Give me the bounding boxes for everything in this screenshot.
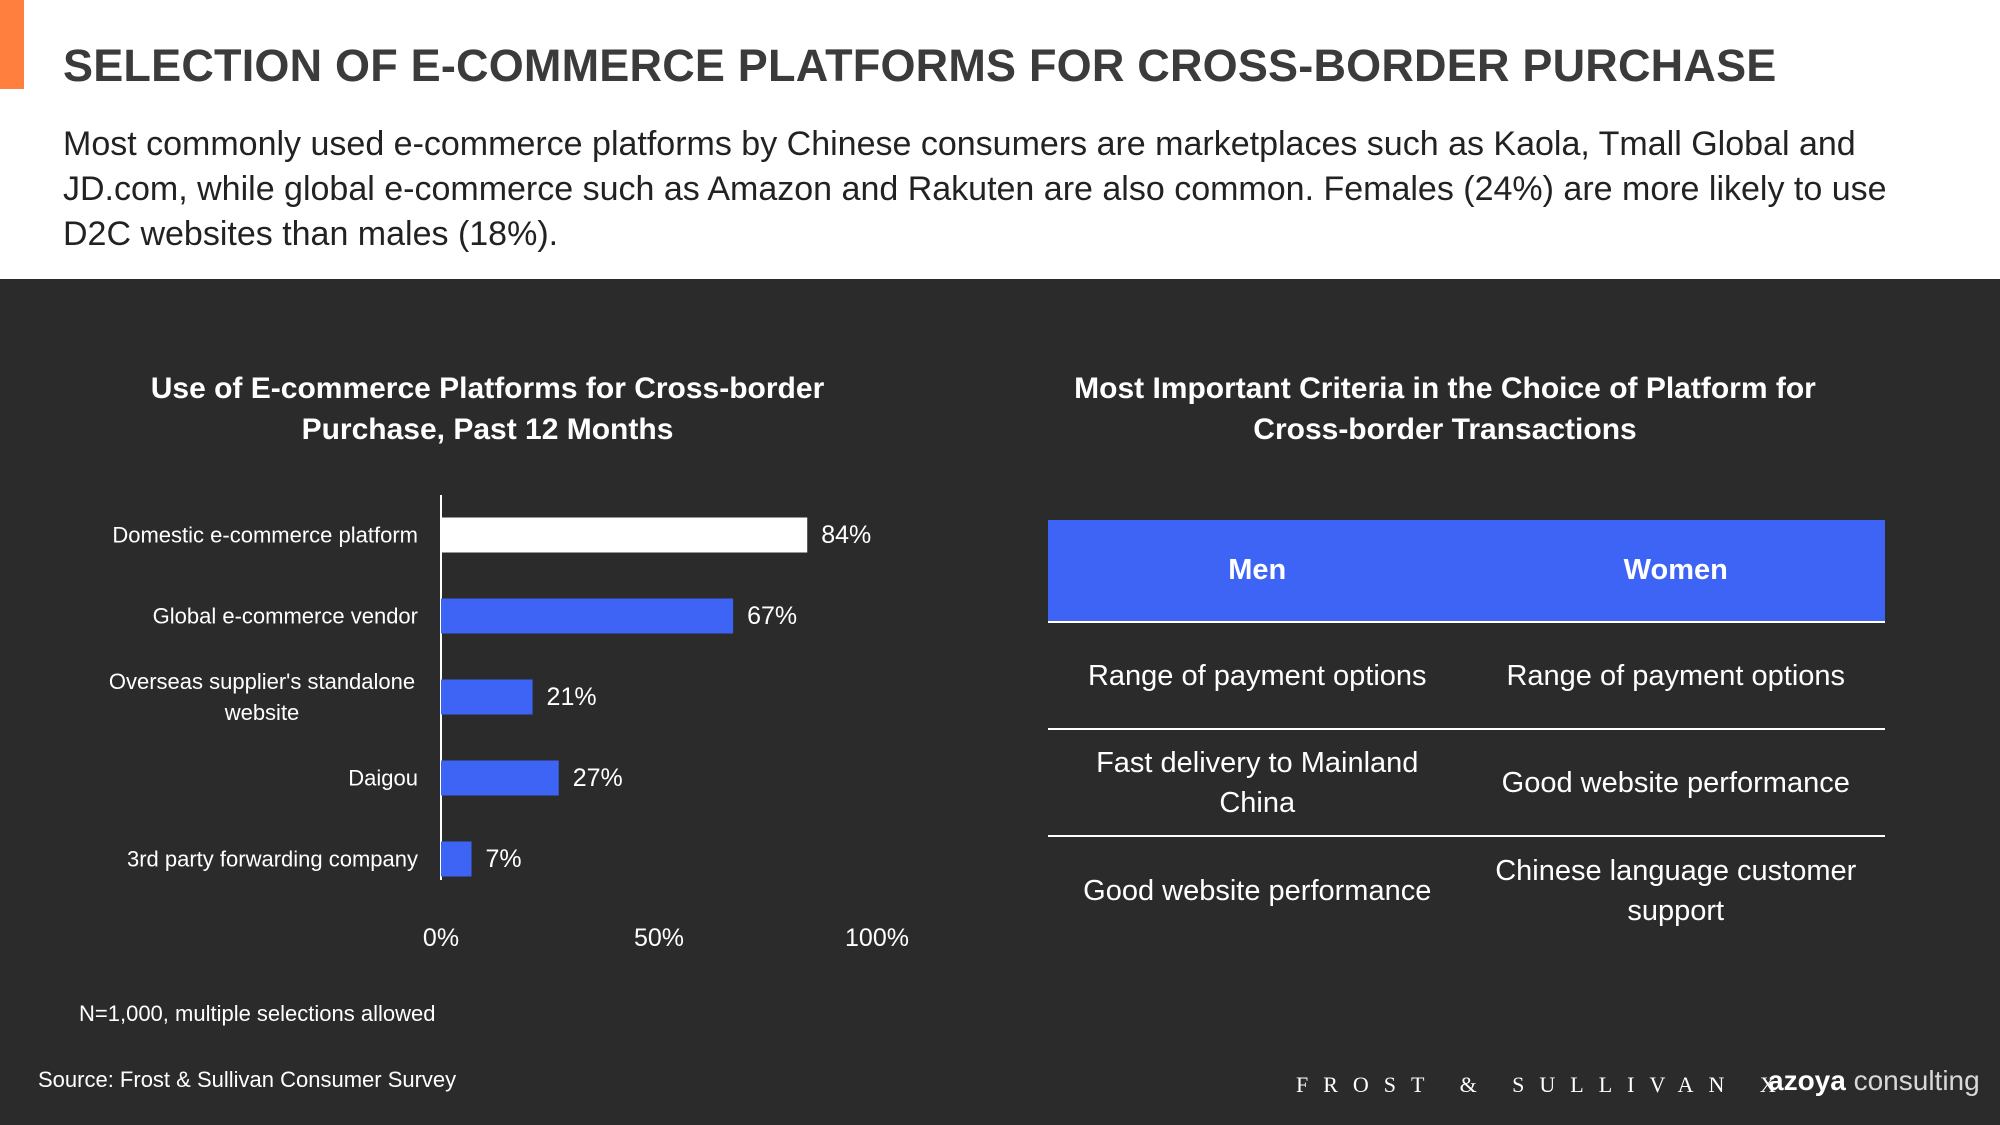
data-label: 27%: [573, 764, 623, 792]
table-title: Most Important Criteria in the Choice of…: [1074, 372, 1816, 446]
bar-chart: 84% Domestic e-commerce platform 67% Global…: [109, 495, 909, 952]
azoya-logo-suffix: consulting: [1845, 1065, 1980, 1096]
table-row: Good website performance Chinese languag…: [1048, 837, 1885, 944]
source-note: Source: Frost & Sullivan Consumer Survey: [38, 1067, 457, 1092]
bar: [441, 679, 533, 715]
criteria-table: Men Women Range of payment options Range…: [1048, 520, 1885, 944]
data-label: 84%: [821, 521, 871, 549]
table-cell-women: Range of payment options: [1506, 659, 1846, 692]
azoya-consulting-logo: azoya consulting: [1768, 1065, 1980, 1097]
page-title: SELECTION OF E-COMMERCE PLATFORMS FOR CR…: [63, 40, 1777, 91]
table-cell-men: Range of payment options: [1087, 659, 1427, 692]
x-tick-label: 100%: [845, 924, 909, 952]
category-label: Daigou: [348, 766, 418, 791]
x-tick-label: 0%: [423, 924, 459, 952]
table-cell-women: Chinese language customer support: [1495, 854, 1857, 927]
bar: [441, 517, 808, 553]
intro-paragraph: Most commonly used e-commerce platforms …: [63, 125, 1887, 253]
table-cell-women: Good website performance: [1501, 766, 1850, 799]
column-header-men: Men: [1228, 554, 1287, 586]
title-accent-bar: [0, 0, 24, 89]
bar: [441, 760, 559, 796]
bar: [441, 841, 472, 877]
category-label: Overseas supplier's standalone website: [109, 669, 415, 725]
x-tick-label: 50%: [634, 924, 684, 952]
data-label: 67%: [747, 602, 797, 630]
category-label: Domestic e-commerce platform: [112, 523, 418, 548]
data-label: 21%: [547, 683, 597, 711]
category-label: 3rd party forwarding company: [127, 847, 418, 872]
category-label: Global e-commerce vendor: [153, 604, 418, 629]
chart-title: Use of E-commerce Platforms for Cross-bo…: [150, 372, 825, 446]
azoya-logo-brand: azoya: [1768, 1065, 1846, 1096]
frost-sullivan-logo: FROST & SULLIVAN X: [1296, 1072, 1791, 1097]
bar: [441, 598, 734, 634]
content-panel: [0, 279, 2000, 1125]
table-cell-men: Fast delivery to Mainland China: [1096, 746, 1419, 819]
table-header: Men Women: [1048, 520, 1885, 623]
table-row: Fast delivery to Mainland China Good web…: [1048, 730, 1885, 837]
table-cell-men: Good website performance: [1083, 874, 1432, 907]
chart-note: N=1,000, multiple selections allowed: [79, 1001, 436, 1026]
data-label: 7%: [486, 845, 522, 873]
table-row: Range of payment options Range of paymen…: [1048, 623, 1885, 730]
column-header-women: Women: [1623, 554, 1728, 586]
